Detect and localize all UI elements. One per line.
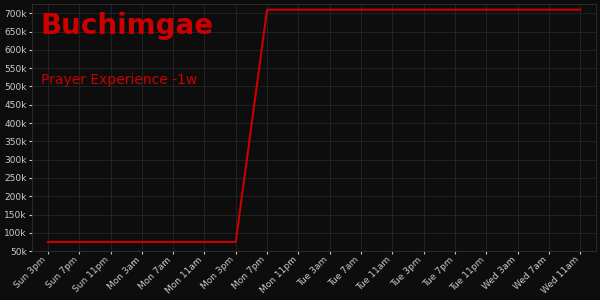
Text: Prayer Experience -1w: Prayer Experience -1w [41, 73, 197, 87]
Text: Buchimgae: Buchimgae [41, 12, 214, 40]
